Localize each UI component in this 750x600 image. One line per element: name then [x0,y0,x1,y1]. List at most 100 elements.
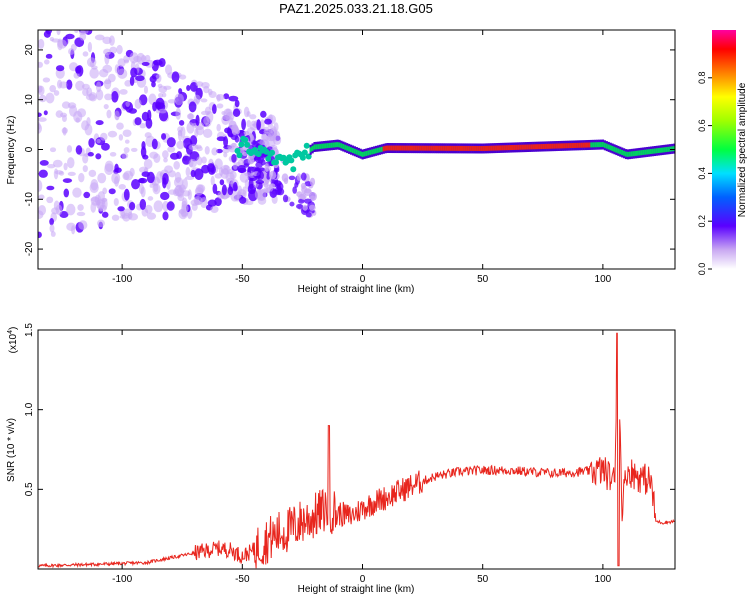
spectral-blob [60,13,67,25]
spectral-blob [46,185,55,191]
ridge-core [446,145,449,151]
spectral-blob [188,101,197,113]
spectral-blob [305,212,312,218]
spectral-blob [128,108,137,114]
ridge-core [526,144,530,150]
ridge-core [474,145,478,151]
spectral-blob [63,162,68,171]
spectral-blob [90,178,99,191]
ridge-core [567,143,570,149]
spectral-blob [67,171,76,177]
spectral-blob [173,177,184,188]
spectral-blob [174,93,185,106]
spectral-blob [249,114,257,120]
ridge-core [638,150,641,156]
ridge-core [619,149,622,155]
ridge-core [555,143,558,149]
spectral-blob [263,129,273,134]
y-tick-label: -20 [24,241,35,256]
spectral-blob [130,147,138,152]
spectral-blob [38,112,42,118]
spectral-blob [75,80,85,91]
ridge-core [467,145,470,151]
spectral-blob [95,81,102,93]
colorbar: 0.0 0.2 0.4 0.6 0.8 Normalized spectral ampl… [697,30,748,275]
ridge-core [478,145,482,151]
spectral-blob [243,163,250,168]
ridge-core [519,144,522,150]
spectral-blob [263,181,269,188]
ridge-core [509,145,512,151]
y-tick-label: -10 [24,192,35,207]
ridge-core [471,145,474,151]
ridge-core [599,142,603,148]
ridge-core [398,145,401,151]
spectral-blob [111,214,120,221]
spectral-blob [153,183,159,192]
ridge-blob [272,159,279,166]
spectral-blob [227,186,234,196]
ridge-core [636,150,639,156]
spectral-blob [211,147,218,156]
spectral-blob [73,110,83,123]
ridge-core [421,145,424,151]
ridge-core [628,151,632,157]
spectral-blob [89,67,99,79]
spectral-blob [40,7,49,14]
ridge-core [315,144,318,150]
spectral-blob [62,126,67,136]
spectral-blob [109,46,118,54]
ridge-core [484,145,487,151]
x-tick-label: -50 [235,574,250,585]
ridge-core [448,145,451,151]
spectral-blob [153,200,164,213]
spectral-blob [151,81,156,88]
ridge-core [473,145,476,151]
spectral-blob [131,178,141,190]
spectral-blob [118,184,126,190]
ridge-blob [236,152,243,159]
ridge-core [480,145,483,151]
ridge-core [609,145,612,151]
spectral-blob [161,92,167,98]
spectral-blob [166,201,175,211]
x-tick-label: -100 [112,274,132,285]
ridge-core [461,145,464,151]
spectral-blob [177,194,185,202]
ridge-core [334,142,337,148]
ridge-core [321,143,324,149]
spectral-blob [53,90,60,96]
ridge-core [353,148,357,154]
spectral-blob [266,134,277,142]
spectral-blob [243,130,250,136]
ridge-core [486,145,489,151]
ridge-core [344,144,347,150]
spectral-blob [101,142,110,151]
ridge-core [517,144,520,150]
ridge-core [313,144,316,150]
ridge-core [436,145,439,151]
spectral-blob [229,170,237,180]
spectral-blob [38,85,45,96]
spectral-blob [210,205,219,213]
spectral-blob [165,64,173,75]
snr-axes: -100 -50 0 50 100 0.5 1.0 1.5 [24,323,675,585]
spectral-blob [75,145,83,155]
ridge-core [515,144,518,150]
ridge-core [557,143,560,149]
spectral-blob [62,178,73,183]
ridge-core [346,145,349,151]
colorbar-ticks: 0.0 0.2 0.4 0.6 0.8 [697,72,712,275]
spectral-blob [125,101,130,107]
ridge-blob [305,153,312,160]
ridge-core [501,145,505,151]
spectral-blob [38,94,47,103]
spectral-blob [176,151,182,159]
ridge-core [482,145,485,151]
spectral-blob [296,173,302,181]
spectral-blob [70,43,77,51]
ridge-core [651,148,655,154]
spectral-blob [264,163,269,173]
spectral-blob [182,190,191,197]
spectral-blob [309,195,316,201]
